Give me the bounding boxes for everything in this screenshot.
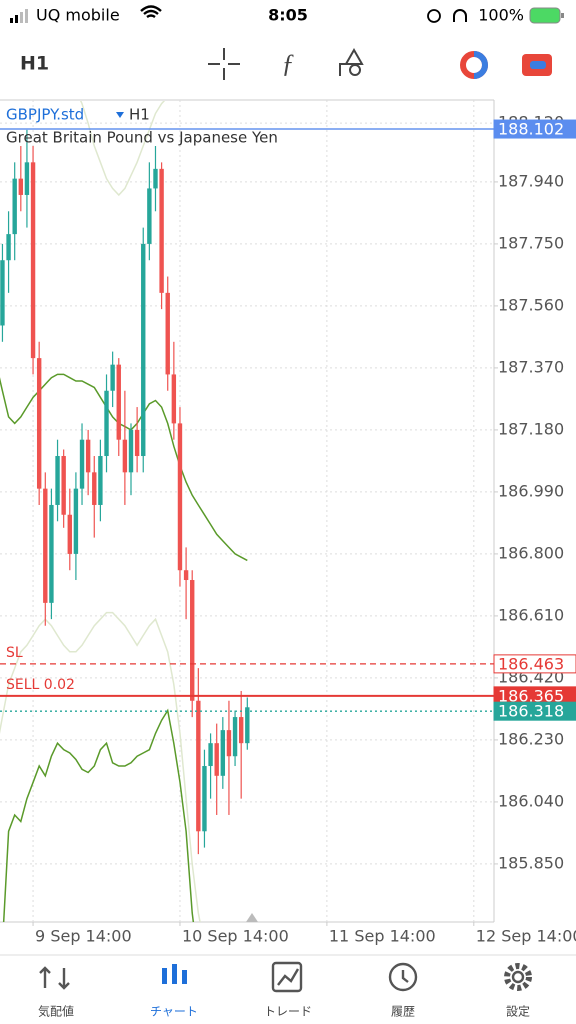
x-tick-label: 9 Sep 14:00	[35, 927, 132, 946]
crosshair-icon[interactable]	[208, 48, 240, 80]
candle-body	[196, 700, 201, 832]
candle-body	[190, 580, 195, 701]
candle-body	[104, 390, 109, 457]
tab-bar	[39, 961, 532, 993]
candle-body	[171, 374, 177, 424]
y-tick-label: 186.610	[498, 605, 564, 624]
battery-level: 100%	[478, 6, 524, 25]
candle-body	[73, 488, 79, 554]
candle-body	[6, 234, 11, 261]
y-tick-label: 185.850	[498, 853, 564, 872]
x-tick-label: 10 Sep 14:00	[182, 927, 289, 946]
candle-body	[208, 743, 213, 767]
candle-body	[55, 456, 60, 505]
candle-body	[232, 717, 238, 757]
candle-body	[245, 707, 250, 744]
level-label: SELL 0.02	[6, 677, 75, 693]
indicators-icon[interactable]: ƒ	[282, 49, 295, 78]
candle-body	[85, 439, 91, 473]
symbol[interactable]: GBPJPY.std	[6, 106, 84, 124]
candle-body	[220, 730, 226, 776]
x-tick-label: 11 Sep 14:00	[329, 927, 436, 946]
symbol-description: Great Britain Pound vs Japanese Yen	[6, 129, 278, 147]
price-tag	[493, 701, 576, 721]
candle-body	[0, 260, 5, 326]
tab-label[interactable]: チャート	[150, 1005, 198, 1019]
plot	[0, 101, 494, 922]
indicator-line	[2, 708, 195, 922]
candle-body	[98, 456, 103, 505]
status-bar: UQ mobile 8:05 100%	[10, 5, 564, 25]
candle-body	[128, 429, 134, 473]
candle-body	[116, 364, 121, 440]
candle-body	[177, 423, 183, 571]
price-tag-label: 186.365	[498, 686, 564, 705]
tab-label[interactable]: トレード	[264, 1005, 312, 1019]
candle-body	[165, 292, 170, 375]
candle-body	[110, 364, 115, 391]
indicator-line	[0, 611, 201, 922]
candle-body	[79, 439, 85, 489]
clock: 8:05	[268, 6, 308, 25]
price-tag	[493, 119, 576, 139]
candle-body	[226, 730, 232, 757]
candle-body	[134, 429, 140, 457]
toolbar: H1 ƒ	[20, 47, 552, 80]
candle-body	[147, 188, 152, 244]
price-tag	[493, 654, 576, 674]
y-tick-label: 187.940	[498, 171, 564, 190]
objects-icon[interactable]	[339, 47, 364, 76]
candle-body	[183, 570, 189, 581]
candle-body	[92, 472, 97, 505]
tab-label[interactable]: 気配値	[38, 1004, 74, 1019]
chart-timeframe: H1	[129, 106, 150, 124]
y-tick-label: 187.560	[498, 295, 564, 314]
level-label: SL	[6, 645, 23, 661]
candle-body	[61, 456, 66, 515]
candle-body	[18, 178, 24, 195]
candle-body	[36, 358, 42, 489]
tab-label[interactable]: 設定	[506, 1005, 530, 1019]
y-tick-label: 186.990	[498, 481, 564, 500]
candle-body	[202, 766, 207, 832]
candle-body	[238, 717, 244, 744]
y-tick-label: 186.040	[498, 791, 564, 810]
y-tick-label: 187.370	[498, 357, 564, 376]
carrier: UQ mobile	[36, 6, 120, 25]
candle-body	[49, 504, 54, 603]
x-tick-label: 12 Sep 14:00	[476, 927, 576, 946]
candle-body	[43, 488, 48, 603]
y-tick-label: 186.800	[498, 543, 564, 562]
candle-body	[159, 168, 164, 293]
candle-body	[12, 178, 17, 235]
price-tag-label: 186.318	[498, 702, 564, 721]
candle-body	[30, 162, 36, 359]
chart-header: GBPJPY.std H1 Great Britain Pound vs Jap…	[6, 106, 278, 147]
candle-body	[67, 514, 72, 554]
candle-body	[214, 743, 219, 776]
tab-label[interactable]: 履歴	[391, 1005, 415, 1019]
candle-body	[141, 243, 146, 457]
indicator-line	[79, 101, 166, 197]
candle-body	[122, 439, 128, 473]
price-tag-label: 186.463	[498, 654, 564, 673]
y-tick-label: 187.750	[498, 233, 564, 252]
timeframe-button[interactable]: H1	[20, 53, 49, 75]
price-tag-label: 188.102	[498, 120, 564, 139]
candle-body	[24, 162, 30, 195]
y-tick-label: 186.230	[498, 729, 564, 748]
y-tick-label: 187.180	[498, 419, 564, 438]
candle-body	[153, 168, 158, 189]
axes: 188.120187.940187.750187.560187.370187.1…	[6, 113, 576, 946]
